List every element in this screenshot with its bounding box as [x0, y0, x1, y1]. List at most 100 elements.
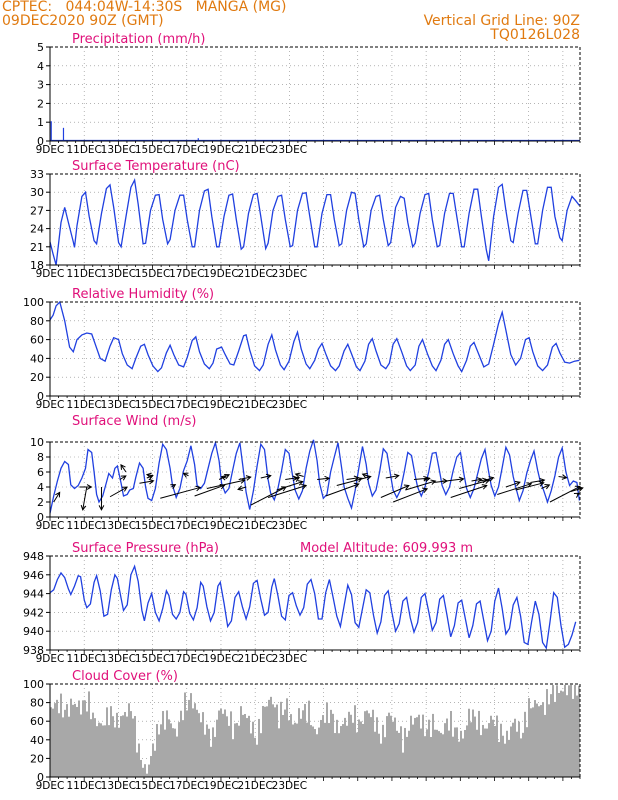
- y-tick-label: 18: [30, 259, 44, 272]
- wind-vector: [194, 483, 226, 497]
- cloud-bar: [484, 728, 486, 777]
- cloud-bar: [568, 685, 570, 777]
- wind-vector-shaft: [109, 486, 128, 498]
- x-tick-label: 23DEC: [272, 399, 307, 411]
- cloud-bar: [136, 752, 138, 777]
- wind-vector: [109, 486, 128, 498]
- y-tick-label: 0: [37, 135, 44, 148]
- cloud-bar: [386, 716, 388, 777]
- cloud-bar: [156, 724, 158, 777]
- cloud-bar: [504, 743, 506, 777]
- cloud-bar: [412, 724, 414, 777]
- cloud-bar: [180, 710, 182, 777]
- cloud-bar: [346, 725, 348, 777]
- cloud-bar: [234, 723, 236, 777]
- cloud-bar: [328, 723, 330, 777]
- wind-vector-head: [224, 473, 231, 480]
- wind-vector-head: [301, 484, 308, 490]
- cloud-bar: [126, 716, 128, 777]
- wind-vector-shaft: [206, 479, 245, 489]
- panel-title: Cloud Cover (%): [72, 669, 178, 684]
- y-tick-label: 3: [37, 79, 44, 92]
- x-tick-label: 11DEC: [66, 780, 101, 792]
- cloud-bar: [458, 741, 460, 777]
- wind-vector-head: [80, 504, 87, 511]
- x-tick-label: 15DEC: [135, 144, 170, 156]
- wind-vector: [182, 472, 189, 478]
- cloud-bar: [86, 711, 88, 777]
- cloud-bar: [168, 719, 170, 777]
- x-tick-label: 23DEC: [272, 780, 307, 792]
- cloud-bar: [116, 712, 118, 777]
- wind-vector: [53, 491, 61, 503]
- y-tick-label: 21: [30, 241, 44, 254]
- cloud-bar: [278, 728, 280, 777]
- wind-vector-head: [120, 475, 127, 481]
- wind-vector-head: [361, 473, 368, 479]
- cloud-bar: [548, 704, 550, 777]
- cloud-bar: [258, 718, 260, 777]
- wind-vector-shaft: [471, 478, 482, 482]
- cloud-bar: [572, 698, 574, 777]
- cloud-bar: [564, 684, 566, 777]
- cloud-bar: [288, 720, 290, 777]
- wind-vector-head: [145, 472, 152, 479]
- cloud-bar: [562, 691, 564, 777]
- x-tick-label: 15DEC: [135, 780, 170, 792]
- cloud-bar: [492, 719, 494, 777]
- cloud-bar: [176, 736, 178, 777]
- cloud-bar: [252, 721, 254, 777]
- cloud-bar: [158, 734, 160, 777]
- cloud-bar: [166, 710, 168, 777]
- cloud-bar: [194, 703, 196, 777]
- cloud-bar: [486, 728, 488, 777]
- cloud-bar: [230, 711, 232, 777]
- cloud-bar: [270, 696, 272, 777]
- y-tick-label: 100: [23, 678, 44, 691]
- cloud-bar: [342, 724, 344, 777]
- y-tick-label: 948: [23, 550, 44, 563]
- wind-vector: [79, 484, 93, 490]
- cloud-bar: [556, 685, 558, 777]
- y-tick-label: 0: [37, 771, 44, 784]
- y-tick-label: 33: [30, 168, 44, 181]
- wind-vector: [276, 480, 304, 491]
- panel-2: 0 20 40 60 80 100 9DEC 11DEC13DEC15DEC17DEC19DE…: [23, 287, 581, 411]
- cloud-bar: [432, 713, 434, 777]
- cloud-bar: [400, 726, 402, 777]
- cloud-bar: [380, 743, 382, 777]
- x-tick-label: 17DEC: [169, 144, 204, 156]
- cloud-bar: [186, 710, 188, 777]
- wind-vector-shaft: [160, 486, 201, 499]
- x-tick-label: 15DEC: [135, 268, 170, 280]
- wind-vector-head: [297, 480, 304, 486]
- cloud-bar: [208, 728, 210, 777]
- cloud-bar: [452, 736, 454, 777]
- cloud-bar: [376, 717, 378, 777]
- wind-vector-shaft: [392, 488, 428, 503]
- cloud-bar: [282, 714, 284, 777]
- wind-vector: [423, 476, 431, 482]
- cloud-bar: [524, 711, 526, 777]
- x-tick-label: 23DEC: [272, 144, 307, 156]
- x-tick-label: 11DEC: [66, 268, 101, 280]
- wind-vector: [170, 484, 177, 490]
- wind-vector: [145, 472, 154, 479]
- y-tick-label: 944: [23, 588, 44, 601]
- cloud-bar: [374, 731, 376, 777]
- cloud-bar: [426, 729, 428, 777]
- wind-vector-shaft: [570, 487, 583, 492]
- cloud-bar: [222, 713, 224, 777]
- cloud-bar: [440, 732, 442, 777]
- cloud-bar: [536, 703, 538, 777]
- y-tick-label: 40: [30, 734, 44, 747]
- cloud-bar: [396, 730, 398, 777]
- wind-vector-head: [86, 484, 93, 490]
- cloud-bar: [446, 718, 448, 777]
- wind-vector: [549, 485, 581, 503]
- wind-vector-shaft: [505, 481, 521, 488]
- cloud-bar: [268, 699, 270, 777]
- cloud-bar: [292, 724, 294, 777]
- wind-vector-head: [481, 484, 488, 490]
- y-tick-label: 4: [37, 481, 44, 494]
